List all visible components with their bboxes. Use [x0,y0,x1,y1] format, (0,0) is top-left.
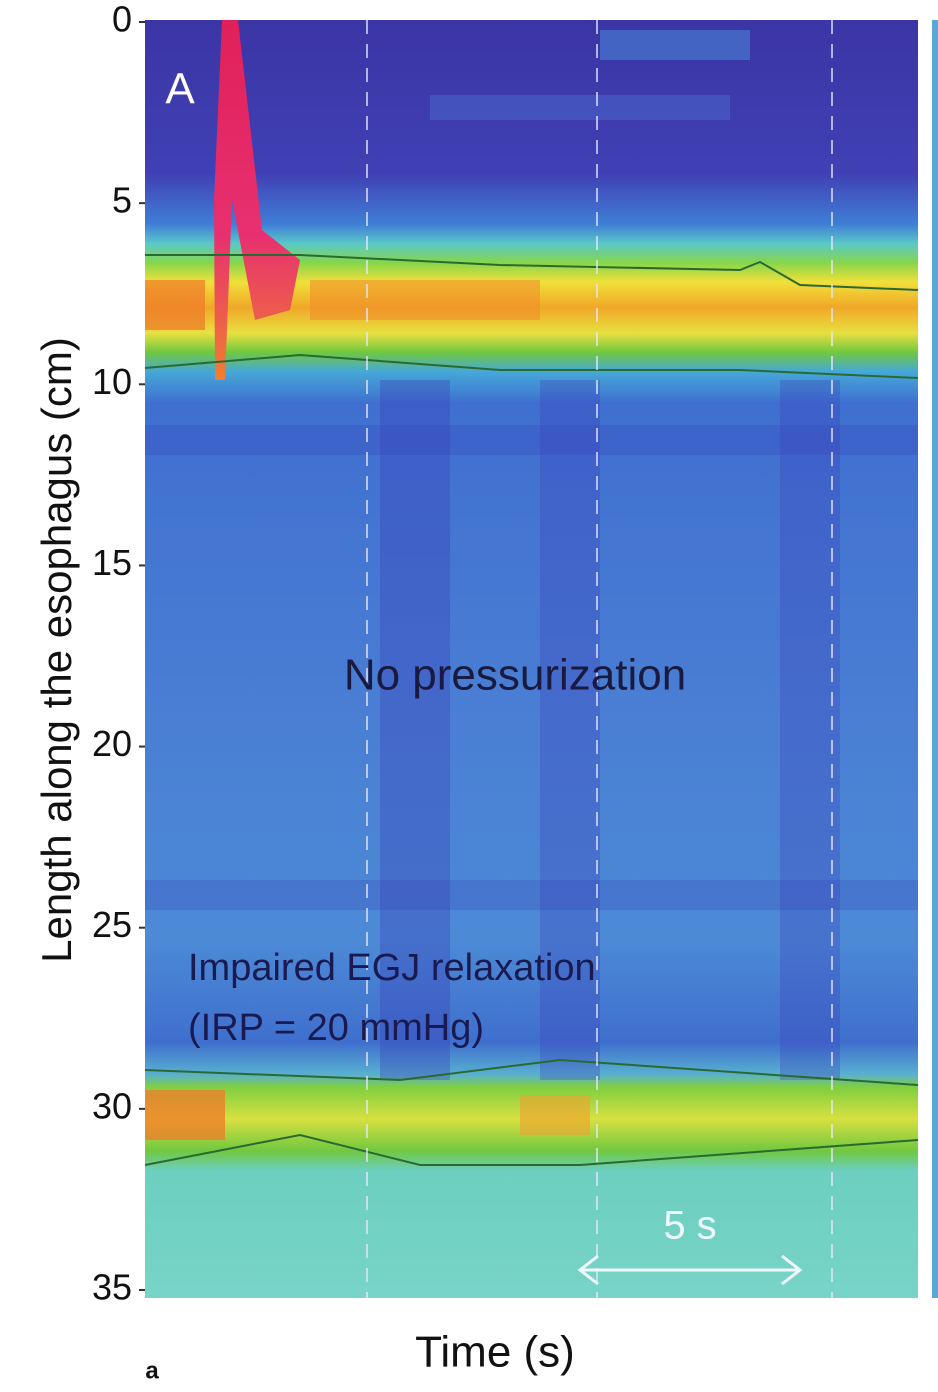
annotation: Impaired EGJ relaxation [188,947,596,989]
y-tick-label: 35 [92,1267,132,1308]
hot-spot [145,280,205,330]
hot-spot [520,1095,590,1135]
x-axis-label: Time (s) [415,1328,575,1377]
hot-spot [310,280,540,320]
annotation: (IRP = 20 mmHg) [188,1007,484,1049]
footnote: a [145,1357,159,1384]
y-tick-label: 5 [112,180,132,221]
panel-label: A [165,65,195,114]
y-tick-label: 15 [92,542,132,583]
y-tick-label: 20 [92,723,132,764]
colorbar-edge [932,20,938,1298]
scale-label: 5 s [663,1204,716,1248]
y-tick-label: 10 [92,361,132,402]
y-axis-label: Length along the esophagus (cm) [33,337,80,963]
y-tick-label: 30 [92,1085,132,1126]
chart: A No pressurization Impaired EGJ relaxat… [0,0,938,1387]
hot-spot [145,1090,225,1140]
y-tick-label: 25 [92,904,132,945]
shading [430,95,730,120]
annotation: No pressurization [344,651,686,700]
y-tick-label: 0 [112,0,132,40]
shading [600,30,750,60]
